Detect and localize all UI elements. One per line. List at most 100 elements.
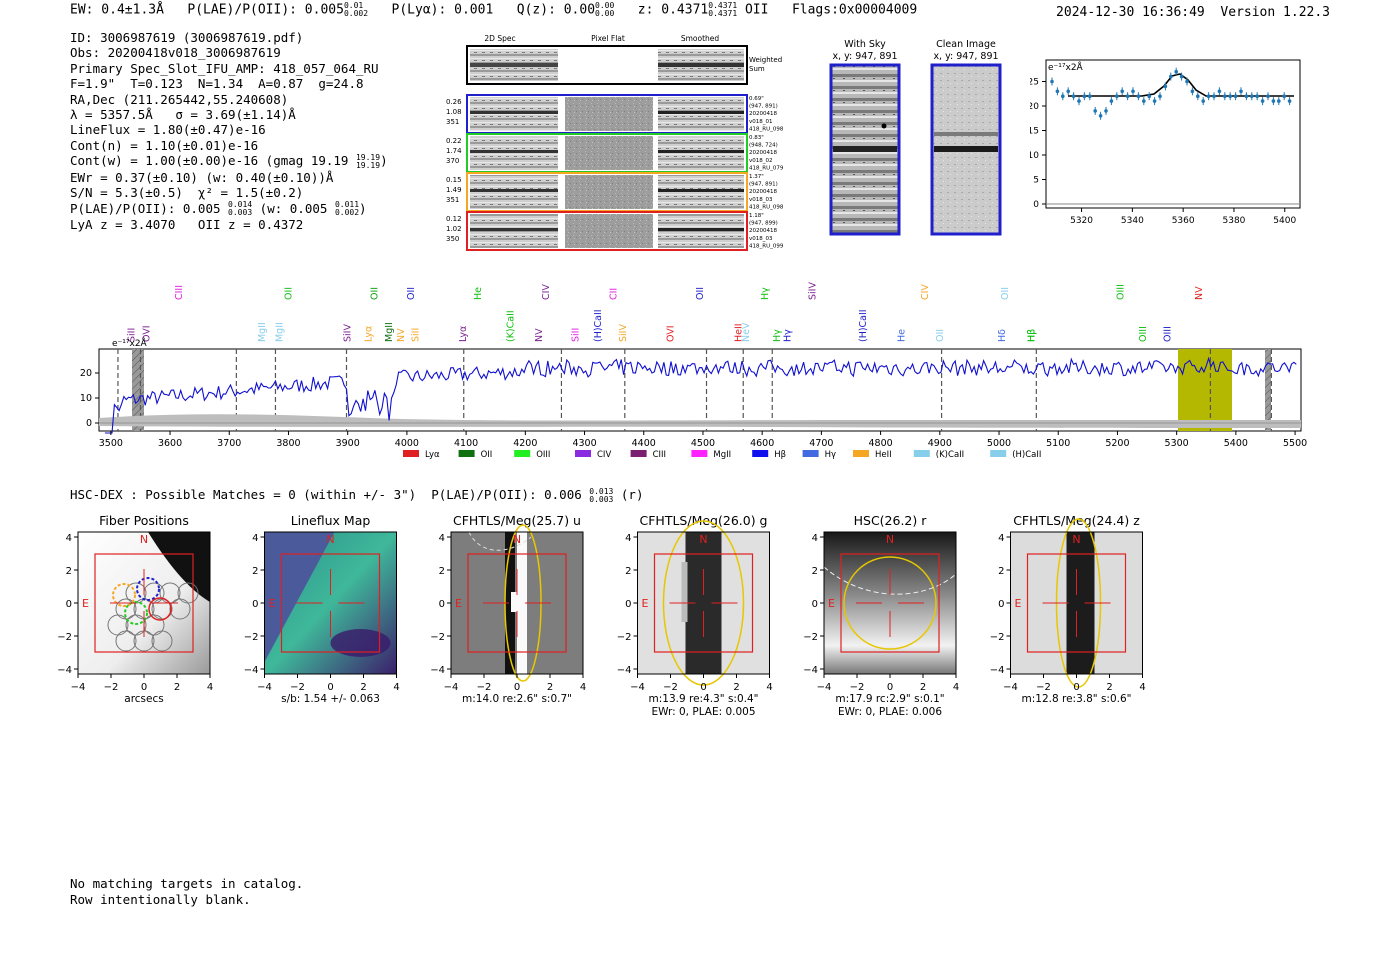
cutout-right-label: (947, 899) [749,221,778,227]
panel-xtick-label: −4 [817,682,832,693]
zoom-data-point [1163,84,1168,89]
z-value: z: 0.4371 [637,2,709,18]
zoom-data-point [1104,109,1108,113]
legend-label: MgII [713,450,731,460]
panel-xtick-label: −4 [257,682,272,693]
panel-ytick-label: 0 [66,599,72,610]
cutout-right-label: 20200418 [749,189,777,195]
zoom-chart: e⁻¹⁷x2Å 0 5 10 15 20 25 5320 5340 5360 5380 5400 [1030,59,1301,226]
spectrum-xtick-label: 4000 [395,438,419,449]
spectrum-xtick-label: 4600 [750,438,774,449]
red-aperture-box [467,553,567,653]
legend-swatch [802,450,819,457]
emission-line-label: OVI [141,325,152,342]
info-line: Cont(n) = 1.10(±0.01)e-16 [70,137,259,153]
red-aperture-box [280,553,381,653]
zoom-ytick-label: 25 [1030,78,1039,88]
zoom-data-point [1190,89,1195,94]
spectrum-xtick-label: 4700 [809,438,833,449]
panel-xtick-label: 4 [1139,682,1145,693]
zoom-data-point [1244,94,1249,98]
spectrum-xtick-label: 4300 [572,438,596,449]
panel-xtick-label: −4 [444,682,459,693]
panel-ytick-label: −4 [803,665,818,676]
legend-label: CIII [653,450,666,460]
legend-swatch [853,450,869,457]
panel-caption: arcsecs [124,693,163,705]
legend-label: Lyα [425,450,440,460]
compass-east: E [269,597,276,610]
cutout-right-label: 418_RU_098 [749,126,784,132]
spectrum-xtick-label: 4100 [454,438,478,449]
panel-caption: m:14.0 re:2.6" s:0.7" [462,693,572,705]
zoom-ytick-label: 10 [1030,151,1039,161]
emission-line-label: MgII [384,322,395,342]
panel-xtick-label: 0 [514,682,520,693]
info-line: F=1.9" T=0.123 N=1.34 A=0.87 g=24.8 [70,76,364,92]
zoom-ytick-label: 0 [1033,200,1039,210]
legend-label: (K)CaII [936,450,964,460]
emission-line-label: NeV [741,322,752,342]
cutout-right-label: (947, 891) [749,104,778,110]
emission-line-label: OII [1000,287,1011,300]
sky-panels: With Sky x, y: 947, 891 Clean Image x, y… [829,39,1002,236]
spectrum-xtick-label: 3500 [99,438,123,449]
aperture-ellipse [662,520,745,686]
version: Version 1.22.3 [1220,5,1330,20]
zoom-data-point [1201,99,1205,103]
panel-ytick-label: 0 [252,599,258,610]
zoom-data-point [1250,94,1254,98]
legend-label: (H)CaII [1012,450,1041,460]
cutout-right-label: v018_03 [749,197,773,203]
emission-line-label: (H)CaII [858,309,869,342]
legend-label: Hγ [825,450,836,460]
panel-xtick-label: 4 [953,682,959,693]
cutout-left-label: 0.15 [446,176,462,184]
cutout-header-pixelflat: Pixel Flat [591,34,625,43]
cutout-right-label: 0.83" [749,135,764,141]
zoom-window-highlight [1178,349,1232,431]
panel-ytick-label: 4 [66,533,72,544]
panel-ytick-label: −4 [57,665,72,676]
cutout-left-label: 1.02 [446,225,462,233]
imaging-panel: CFHTLS/Meg(26.0) gNE−4−4−2−2002244m:13.9… [617,513,773,718]
emission-line-label: Lyα [363,326,374,342]
cutout-right-label: 20200418 [749,111,777,117]
panel-xtick-label: −2 [104,682,119,693]
compass-north: N [1072,533,1080,546]
zoom-data-point [1266,94,1270,98]
cutout-left-label: 370 [446,157,459,165]
zoom-data-point [1239,89,1243,94]
zoom-data-point [1217,89,1222,94]
panel-ytick-label: −4 [244,665,259,676]
cutout-pixelflat [565,136,653,170]
panel-ytick-label: 0 [998,599,1004,610]
cutout-right-label: 20200418 [749,228,777,234]
panel-ytick-label: 4 [812,533,818,544]
spectrum-xtick-label: 5400 [1224,438,1248,449]
panel-xtick-label: 0 [1073,682,1079,693]
cutout-right-label: 1.18" [749,213,764,219]
legend-swatch [752,450,769,457]
cutout-right-label: 0.69" [749,96,764,102]
plya-value: P(Lyα): 0.001 [391,2,494,18]
panel-ytick-label: 0 [439,599,445,610]
imaging-panel: HSC(26.2) r N E −4 −4 −2 −2 0 0 2 2 4 4 m:17.9 rc:2.9… [803,513,959,718]
panel-ytick-label: 2 [998,566,1004,577]
legend-label: OIII [536,450,550,460]
imaging-panel: Fiber Positions N E −4 −4 −2 −2 0 0 2 2 4 4 arcsecs [57,513,213,705]
panel-xtick-label: 4 [766,682,772,693]
zoom-xtick-label: 5320 [1070,216,1093,226]
compass-north: N [699,533,707,546]
cutout-left-label: 1.74 [446,147,462,155]
panel-xtick-label: 0 [700,682,706,693]
imaging-panel-title: Lineflux Map [291,513,371,528]
emission-line-label: SiIV [807,282,818,300]
zoom-data-point [1233,94,1238,98]
emission-line-label: NV [534,328,545,342]
zoom-data-point [1185,79,1189,84]
info-line: RA,Dec (211.265442,55.240608) [70,91,289,107]
panel-ytick-label: 4 [252,533,258,544]
panel-xtick-label: 4 [580,682,586,693]
cutout-left-label: 0.22 [446,137,462,145]
